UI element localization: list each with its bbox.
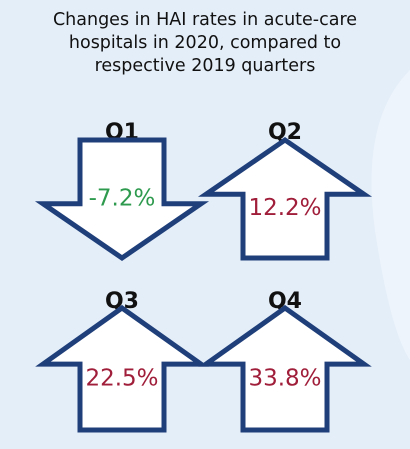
value-label-q2: 12.2% bbox=[248, 195, 321, 221]
value-label-q1: -7.2% bbox=[89, 186, 156, 212]
arrow-up-icon-q3 bbox=[35, 304, 209, 433]
arrow-up-icon-q4 bbox=[198, 304, 372, 433]
value-label-q3: 22.5% bbox=[85, 365, 158, 391]
chart-title-line-1: Changes in HAI rates in acute-care bbox=[52, 10, 358, 30]
chart-title: Changes in HAI rates in acute-care hospi… bbox=[0, 9, 410, 78]
chart-title-line-3: respective 2019 quarters bbox=[94, 56, 316, 76]
arrow-up-icon-q2 bbox=[197, 136, 373, 261]
value-label-q4: 33.8% bbox=[248, 365, 321, 391]
arrow-down-icon-q1 bbox=[34, 137, 210, 262]
chart-title-line-2: hospitals in 2020, compared to bbox=[68, 33, 342, 53]
